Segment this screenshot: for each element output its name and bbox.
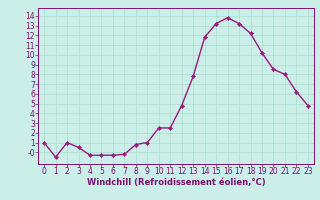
X-axis label: Windchill (Refroidissement éolien,°C): Windchill (Refroidissement éolien,°C) [87,178,265,187]
